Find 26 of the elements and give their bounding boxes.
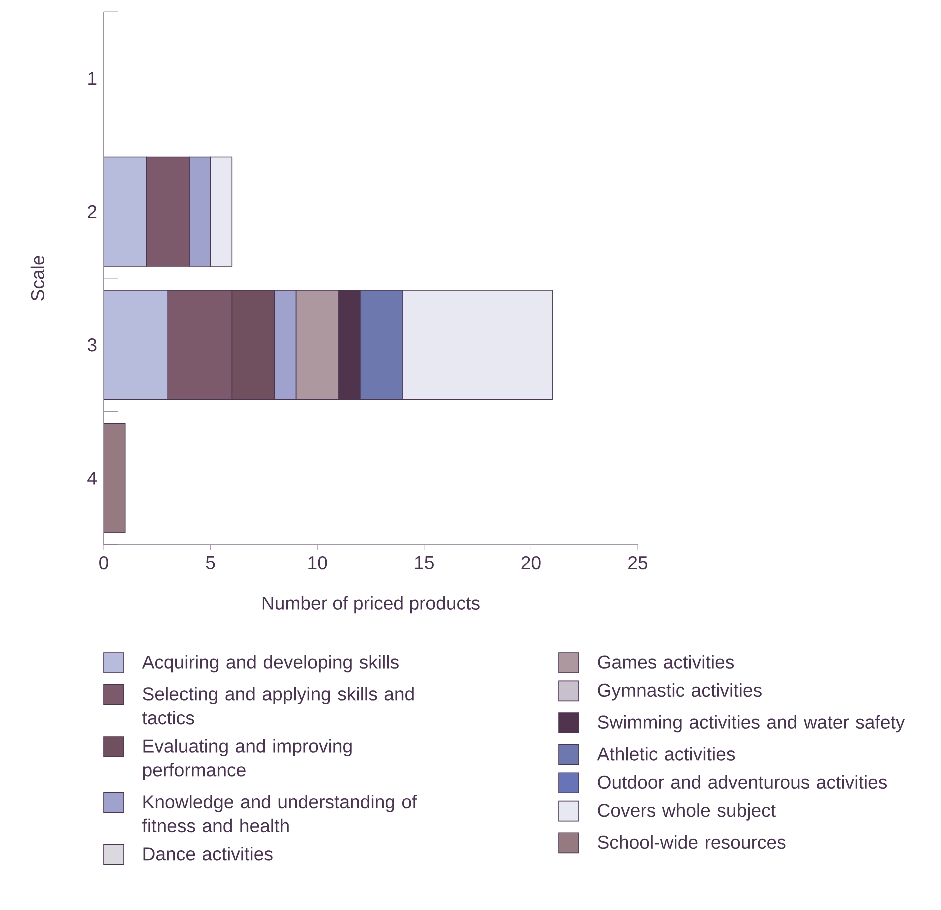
legend-label: School-wide resources	[598, 835, 786, 850]
x-tick-label: 5	[206, 556, 216, 570]
legend-label: Selecting and applying skills and tactics	[142, 687, 414, 725]
y-tick-label: 3	[88, 338, 97, 352]
legend-label: Athletic activities	[597, 747, 736, 761]
legend-label: Covers whole subject	[598, 804, 776, 821]
legend-label: Outdoor and adventurous activities	[598, 775, 888, 790]
x-tick-label: 15	[415, 556, 434, 570]
y-tick-label: 4	[88, 472, 97, 485]
legend-label: Gymnastic activities	[598, 683, 762, 701]
legend-label: Swimming activities and water safety	[598, 715, 906, 733]
x-tick-label: 25	[628, 556, 648, 570]
x-tick-label: 20	[522, 556, 541, 570]
y-axis-title: Scale	[30, 256, 45, 301]
legend-label: Evaluating and improving performance	[143, 739, 352, 780]
x-tick-label: 10	[308, 556, 328, 570]
legend-label: Acquiring and developing skills	[142, 655, 399, 673]
legend-label: Knowledge and understanding of fitness and health	[142, 795, 418, 833]
legend-label: Games activities	[598, 655, 734, 669]
y-tick-label: 2	[88, 205, 97, 218]
legend-label: Dance activities	[144, 847, 273, 861]
bar	[104, 290, 168, 400]
y-tick-label: 1	[88, 72, 97, 86]
x-axis-title: Number of priced products	[262, 596, 480, 614]
x-tick-label: 0	[100, 556, 108, 570]
bar	[104, 156, 148, 267]
